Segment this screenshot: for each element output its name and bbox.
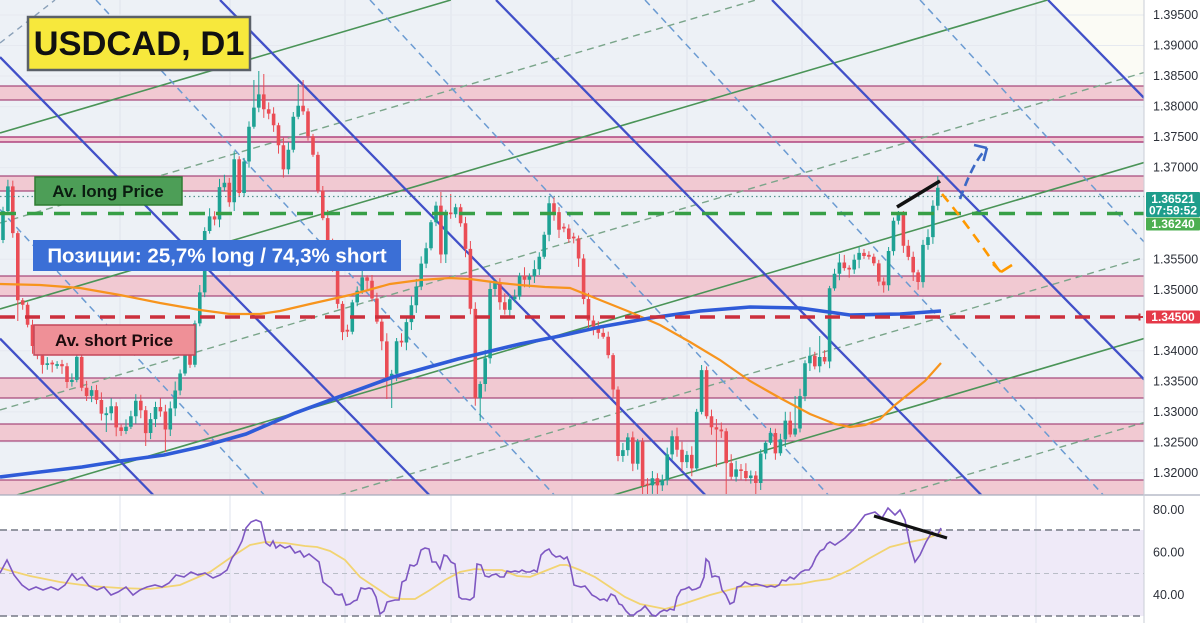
svg-text:1.35000: 1.35000 <box>1153 283 1198 297</box>
svg-text:USDCAD, D1: USDCAD, D1 <box>34 25 245 63</box>
svg-text:1.34000: 1.34000 <box>1153 344 1198 358</box>
svg-text:1.39500: 1.39500 <box>1153 8 1198 22</box>
svg-text:1.34500: 1.34500 <box>1151 310 1195 324</box>
svg-text:Позиции: 25,7% long / 74,3% sh: Позиции: 25,7% long / 74,3% short <box>47 245 387 268</box>
svg-text:1.37500: 1.37500 <box>1153 130 1198 144</box>
svg-text:1.36521: 1.36521 <box>1151 192 1195 206</box>
svg-text:1.38500: 1.38500 <box>1153 69 1198 83</box>
svg-text:60.00: 60.00 <box>1153 545 1184 559</box>
svg-text:80.00: 80.00 <box>1153 503 1184 517</box>
svg-text:1.37000: 1.37000 <box>1153 161 1198 175</box>
svg-text:1.35500: 1.35500 <box>1153 252 1198 266</box>
svg-text:1.33500: 1.33500 <box>1153 374 1198 388</box>
svg-text:Av. long Price: Av. long Price <box>52 182 163 201</box>
svg-text:1.39000: 1.39000 <box>1153 39 1198 53</box>
svg-text:40.00: 40.00 <box>1153 588 1184 602</box>
svg-text:Av. short Price: Av. short Price <box>55 331 173 350</box>
svg-text:1.38000: 1.38000 <box>1153 100 1198 114</box>
svg-text:1.36240: 1.36240 <box>1151 217 1195 231</box>
svg-text:1.33000: 1.33000 <box>1153 405 1198 419</box>
svg-text:1.32500: 1.32500 <box>1153 436 1198 450</box>
svg-text:1.32000: 1.32000 <box>1153 466 1198 480</box>
svg-text:07:59:52: 07:59:52 <box>1149 204 1197 218</box>
